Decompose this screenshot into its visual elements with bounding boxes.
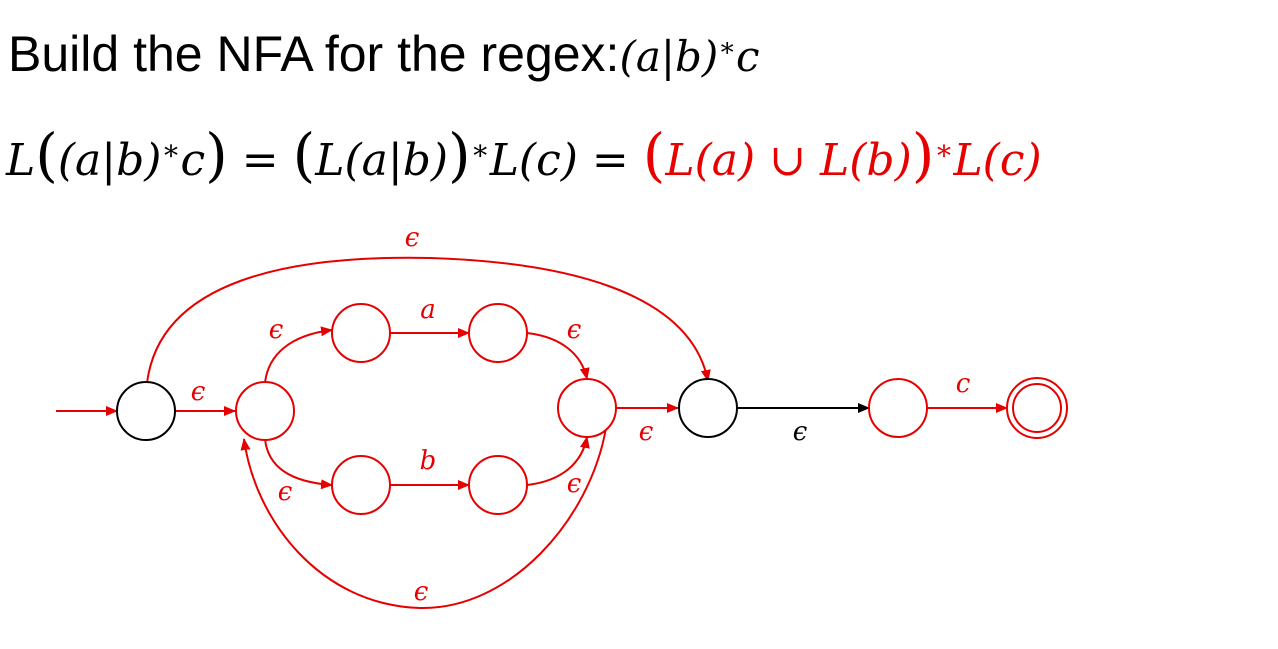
title-regex: (a|b)∗c <box>619 32 760 81</box>
edge-after-a <box>526 332 590 380</box>
state-split <box>235 381 295 441</box>
edge-loop-back <box>240 427 607 610</box>
label-start-to-split: ϵ <box>191 377 206 407</box>
state-start <box>116 381 176 441</box>
label-c-symbol: c <box>956 369 971 399</box>
label-after-a: ϵ <box>567 315 582 345</box>
edge-split-to-a <box>264 326 333 384</box>
label-join-to-mid: ϵ <box>639 417 654 447</box>
edge-split-to-b <box>264 438 333 490</box>
label-a-symbol: a <box>420 295 436 325</box>
label-top-epsilon: ϵ <box>405 223 420 253</box>
edge-after-b <box>526 436 590 486</box>
label-mid-to-c: ϵ <box>793 417 808 447</box>
page-title: Build the NFA for the regex:(a|b)∗c <box>8 18 760 87</box>
label-b-symbol: b <box>420 446 437 476</box>
state-b-in <box>331 455 391 515</box>
state-a-out <box>468 303 528 363</box>
state-c-in <box>868 378 928 438</box>
formula-rhs: (L(a) ∪ L(b))∗L(c) <box>642 120 1042 189</box>
state-a-in <box>331 303 391 363</box>
edge-top-epsilon <box>146 256 711 384</box>
formula-middle: (L(a|b))∗L(c) <box>292 120 578 189</box>
state-accept-inner <box>1012 383 1062 433</box>
label-split-to-b: ϵ <box>278 477 293 507</box>
formula-lhs: L((a|b)∗c) <box>6 120 228 189</box>
language-formula: L((a|b)∗c) = (L(a|b))∗L(c) = (L(a) ∪ L(b… <box>6 120 1042 189</box>
state-mid <box>678 378 738 438</box>
state-join <box>557 378 617 438</box>
label-after-b: ϵ <box>567 469 582 499</box>
label-loop-back: ϵ <box>414 577 429 607</box>
title-prefix: Build the NFA for the regex: <box>8 26 620 82</box>
label-split-to-a: ϵ <box>269 315 284 345</box>
state-b-out <box>468 455 528 515</box>
